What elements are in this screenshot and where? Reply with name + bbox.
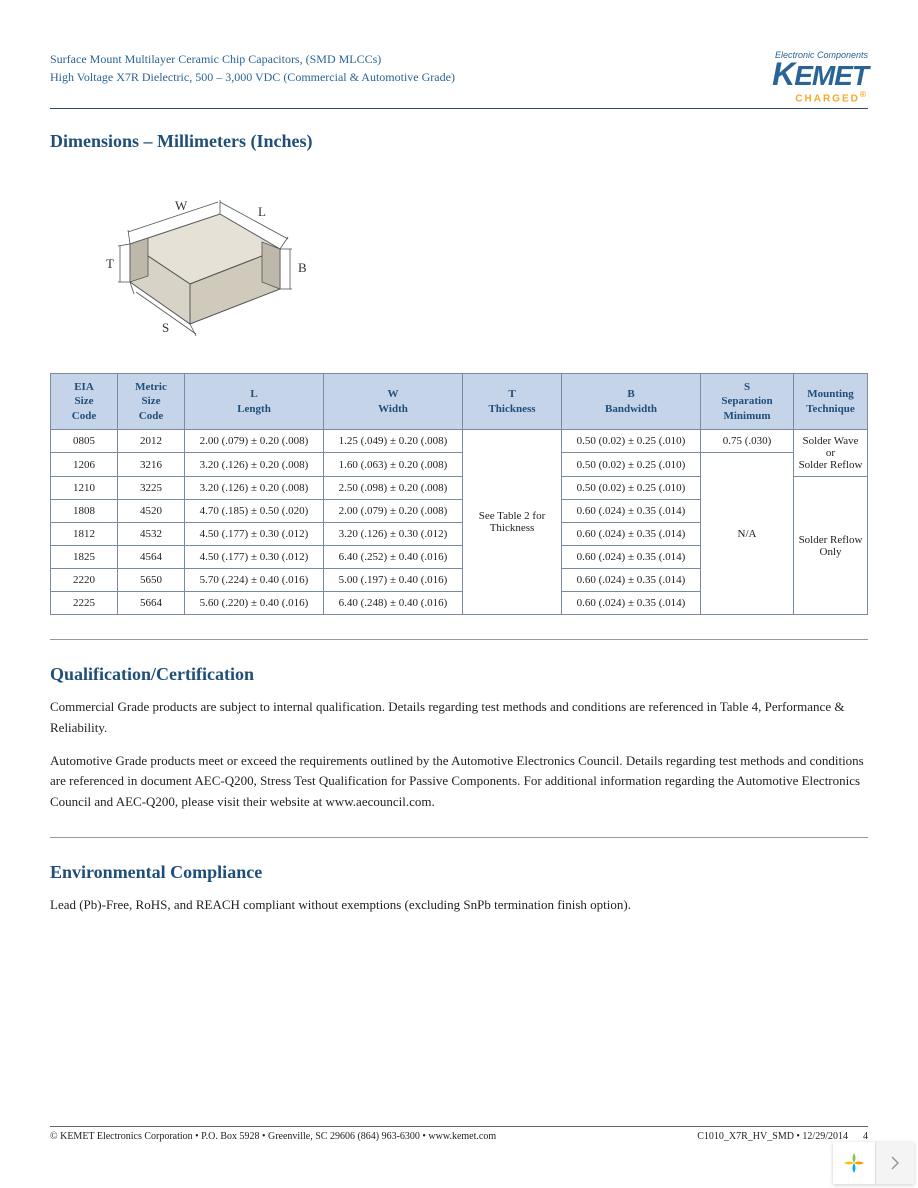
table-cell: 5664 — [118, 592, 185, 615]
table-cell: 4564 — [118, 546, 185, 569]
dim-W: W — [175, 198, 188, 213]
table-cell: 2.00 (.079) ± 0.20 (.008) — [185, 430, 324, 453]
table-row: 080520122.00 (.079) ± 0.20 (.008)1.25 (.… — [51, 430, 868, 453]
table-cell: 1210 — [51, 477, 118, 500]
table-cell: 3225 — [118, 477, 185, 500]
table-cell: 0.60 (.024) ± 0.35 (.014) — [562, 569, 701, 592]
table-cell: 4520 — [118, 500, 185, 523]
chip-svg: W L B T S — [70, 164, 310, 354]
qual-paragraph-1: Commercial Grade products are subject to… — [50, 697, 868, 739]
table-cell: 2012 — [118, 430, 185, 453]
table-cell: 0.50 (0.02) ± 0.25 (.010) — [562, 453, 701, 477]
page-footer: © KEMET Electronics Corporation • P.O. B… — [50, 1126, 868, 1142]
th-mount: MountingTechnique — [794, 374, 868, 430]
dimensions-table: EIASizeCode MetricSizeCode LLength WWidt… — [50, 373, 868, 615]
table-row: 120632163.20 (.126) ± 0.20 (.008)1.60 (.… — [51, 453, 868, 477]
table-cell: 3.20 (.126) ± 0.20 (.008) — [185, 477, 324, 500]
page: Surface Mount Multilayer Ceramic Chip Ca… — [0, 0, 918, 1188]
table-cell: 5.70 (.224) ± 0.40 (.016) — [185, 569, 324, 592]
table-cell: 2220 — [51, 569, 118, 592]
table-cell: 0.60 (.024) ± 0.35 (.014) — [562, 523, 701, 546]
table-cell: 2.00 (.079) ± 0.20 (.008) — [324, 500, 463, 523]
dim-L: L — [258, 204, 266, 219]
page-header: Surface Mount Multilayer Ceramic Chip Ca… — [50, 50, 868, 109]
th-W: WWidth — [324, 374, 463, 430]
table-cell: 3216 — [118, 453, 185, 477]
table-cell: 1.60 (.063) ± 0.20 (.008) — [324, 453, 463, 477]
table-cell: 0.60 (.024) ± 0.35 (.014) — [562, 500, 701, 523]
logo-text: KEMET — [772, 60, 868, 89]
table-cell: 0805 — [51, 430, 118, 453]
th-S: SSeparationMinimum — [701, 374, 794, 430]
next-page-button[interactable] — [875, 1142, 914, 1184]
th-eia: EIASizeCode — [51, 374, 118, 430]
qualification-heading: Qualification/Certification — [50, 664, 868, 685]
th-T: TThickness — [463, 374, 562, 430]
table-cell: 4.50 (.177) ± 0.30 (.012) — [185, 546, 324, 569]
table-cell: Solder Wave orSolder Reflow — [794, 430, 868, 477]
table-cell: 4.70 (.185) ± 0.50 (.020) — [185, 500, 324, 523]
table-cell: 3.20 (.126) ± 0.20 (.008) — [185, 453, 324, 477]
table-cell: 5.00 (.197) ± 0.40 (.016) — [324, 569, 463, 592]
divider — [50, 837, 868, 838]
table-cell: 0.50 (0.02) ± 0.25 (.010) — [562, 430, 701, 453]
table-cell: 5.60 (.220) ± 0.40 (.016) — [185, 592, 324, 615]
logo: Electronic Components KEMET CHARGED® — [772, 50, 868, 104]
header-line1: Surface Mount Multilayer Ceramic Chip Ca… — [50, 50, 455, 68]
divider — [50, 639, 868, 640]
table-cell: 4532 — [118, 523, 185, 546]
table-cell: 4.50 (.177) ± 0.30 (.012) — [185, 523, 324, 546]
header-line2: High Voltage X7R Dielectric, 500 – 3,000… — [50, 68, 455, 86]
table-cell: 1206 — [51, 453, 118, 477]
environmental-heading: Environmental Compliance — [50, 862, 868, 883]
chevron-right-icon — [890, 1156, 900, 1170]
footer-right: C1010_X7R_HV_SMD • 12/29/2014 4 — [697, 1131, 868, 1142]
table-cell: 0.60 (.024) ± 0.35 (.014) — [562, 592, 701, 615]
table-cell: See Table 2 forThickness — [463, 430, 562, 615]
table-cell: 6.40 (.248) ± 0.40 (.016) — [324, 592, 463, 615]
table-cell: 1.25 (.049) ± 0.20 (.008) — [324, 430, 463, 453]
table-cell: 0.75 (.030) — [701, 430, 794, 453]
table-cell: N/A — [701, 453, 794, 615]
qual-paragraph-2: Automotive Grade products meet or exceed… — [50, 751, 868, 813]
env-paragraph: Lead (Pb)-Free, RoHS, and REACH complian… — [50, 895, 868, 916]
table-cell: Solder Reflow Only — [794, 477, 868, 615]
dim-S: S — [162, 320, 169, 335]
dim-B: B — [298, 260, 307, 275]
nav-logo-icon[interactable] — [833, 1142, 875, 1184]
nav-chip — [833, 1142, 914, 1184]
table-cell: 6.40 (.252) ± 0.40 (.016) — [324, 546, 463, 569]
table-cell: 0.60 (.024) ± 0.35 (.014) — [562, 546, 701, 569]
chip-diagram: W L B T S — [70, 164, 868, 359]
table-cell: 3.20 (.126) ± 0.30 (.012) — [324, 523, 463, 546]
header-subtitle: Surface Mount Multilayer Ceramic Chip Ca… — [50, 50, 455, 86]
dim-T: T — [106, 256, 114, 271]
table-cell: 2.50 (.098) ± 0.20 (.008) — [324, 477, 463, 500]
th-metric: MetricSizeCode — [118, 374, 185, 430]
th-B: BBandwidth — [562, 374, 701, 430]
table-cell: 1825 — [51, 546, 118, 569]
th-L: LLength — [185, 374, 324, 430]
table-cell: 1808 — [51, 500, 118, 523]
dimensions-heading: Dimensions – Millimeters (Inches) — [50, 131, 868, 152]
table-cell: 2225 — [51, 592, 118, 615]
table-cell: 5650 — [118, 569, 185, 592]
footer-left: © KEMET Electronics Corporation • P.O. B… — [50, 1131, 496, 1142]
table-cell: 0.50 (0.02) ± 0.25 (.010) — [562, 477, 701, 500]
table-cell: 1812 — [51, 523, 118, 546]
